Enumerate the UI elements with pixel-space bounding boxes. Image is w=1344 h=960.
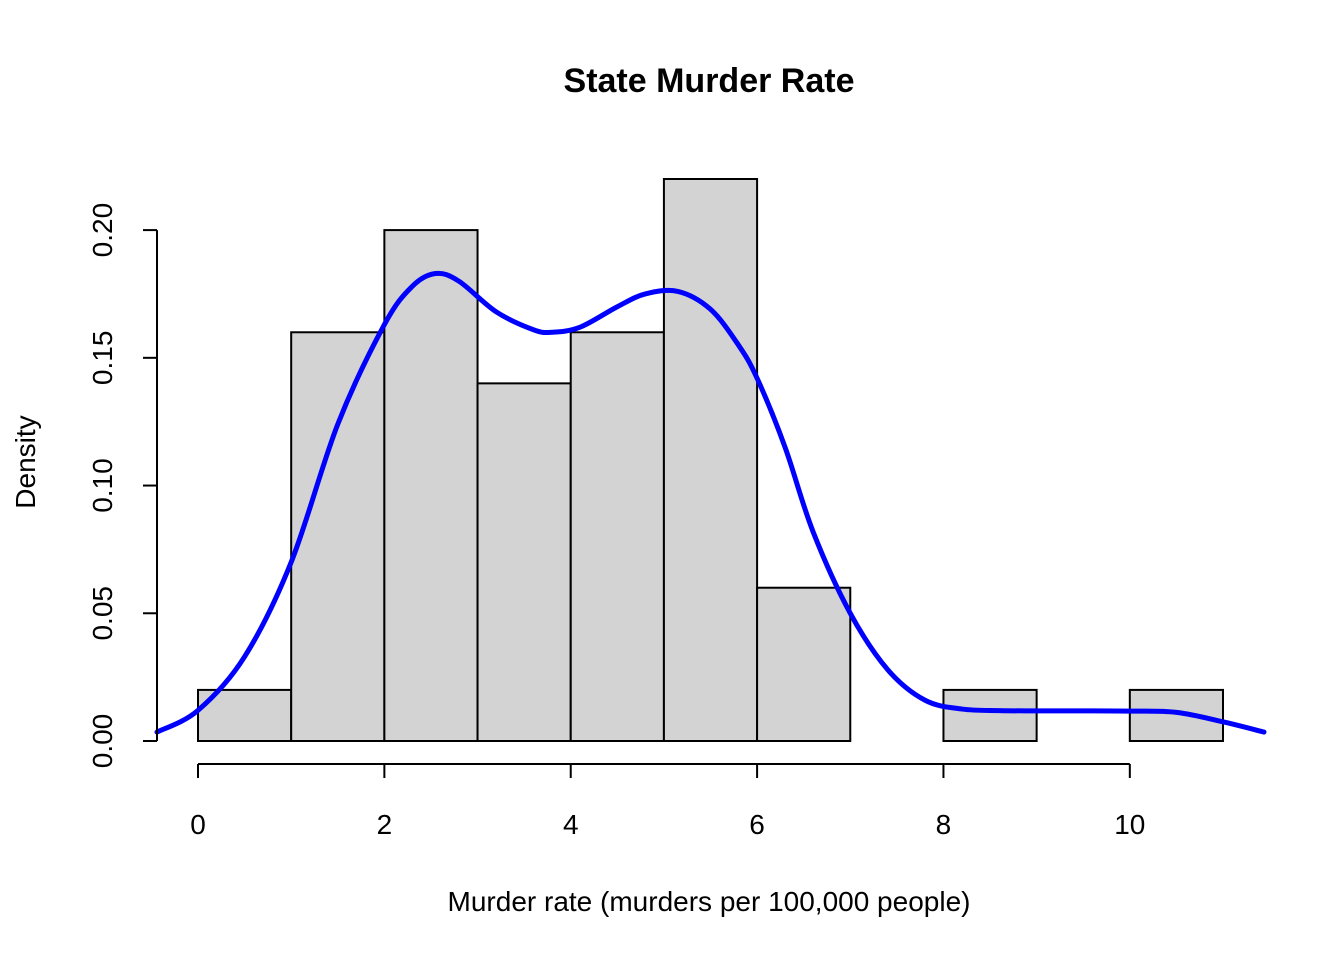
x-tick-label: 4 [563, 809, 579, 840]
histogram-bar-10-11 [1128, 688, 1225, 743]
y-tick-label: 0.20 [87, 203, 118, 258]
histogram-bar-6-7 [756, 586, 852, 743]
y-tick-label: 0.05 [87, 586, 118, 641]
y-tick-label: 0.15 [87, 331, 118, 386]
x-axis-label: Murder rate (murders per 100,000 people) [448, 886, 971, 917]
x-tick-label: 0 [190, 809, 206, 840]
y-axis: 0.00 0.05 0.10 0.15 0.20 [87, 203, 158, 769]
histogram-bar-8-9 [942, 688, 1038, 743]
histogram-bar-5-6 [662, 178, 759, 742]
x-tick-label: 10 [1114, 809, 1145, 840]
histogram-bar-4-5 [569, 331, 665, 742]
x-tick-label: 2 [377, 809, 393, 840]
y-tick-label: 0.00 [87, 714, 118, 769]
chart-title: State Murder Rate [564, 62, 855, 100]
x-tick-label: 6 [749, 809, 765, 840]
density-curve [154, 270, 1267, 735]
x-axis: 0 2 4 6 8 10 [190, 763, 1145, 840]
histogram-bar-3-4 [476, 382, 572, 742]
y-tick-label: 0.10 [87, 458, 118, 512]
histogram-bar-2-3 [383, 229, 479, 742]
y-axis-label: Density [10, 415, 41, 508]
histogram-bar-1-2 [290, 331, 386, 742]
histogram-bars [197, 178, 1225, 743]
x-tick-label: 8 [936, 809, 952, 840]
